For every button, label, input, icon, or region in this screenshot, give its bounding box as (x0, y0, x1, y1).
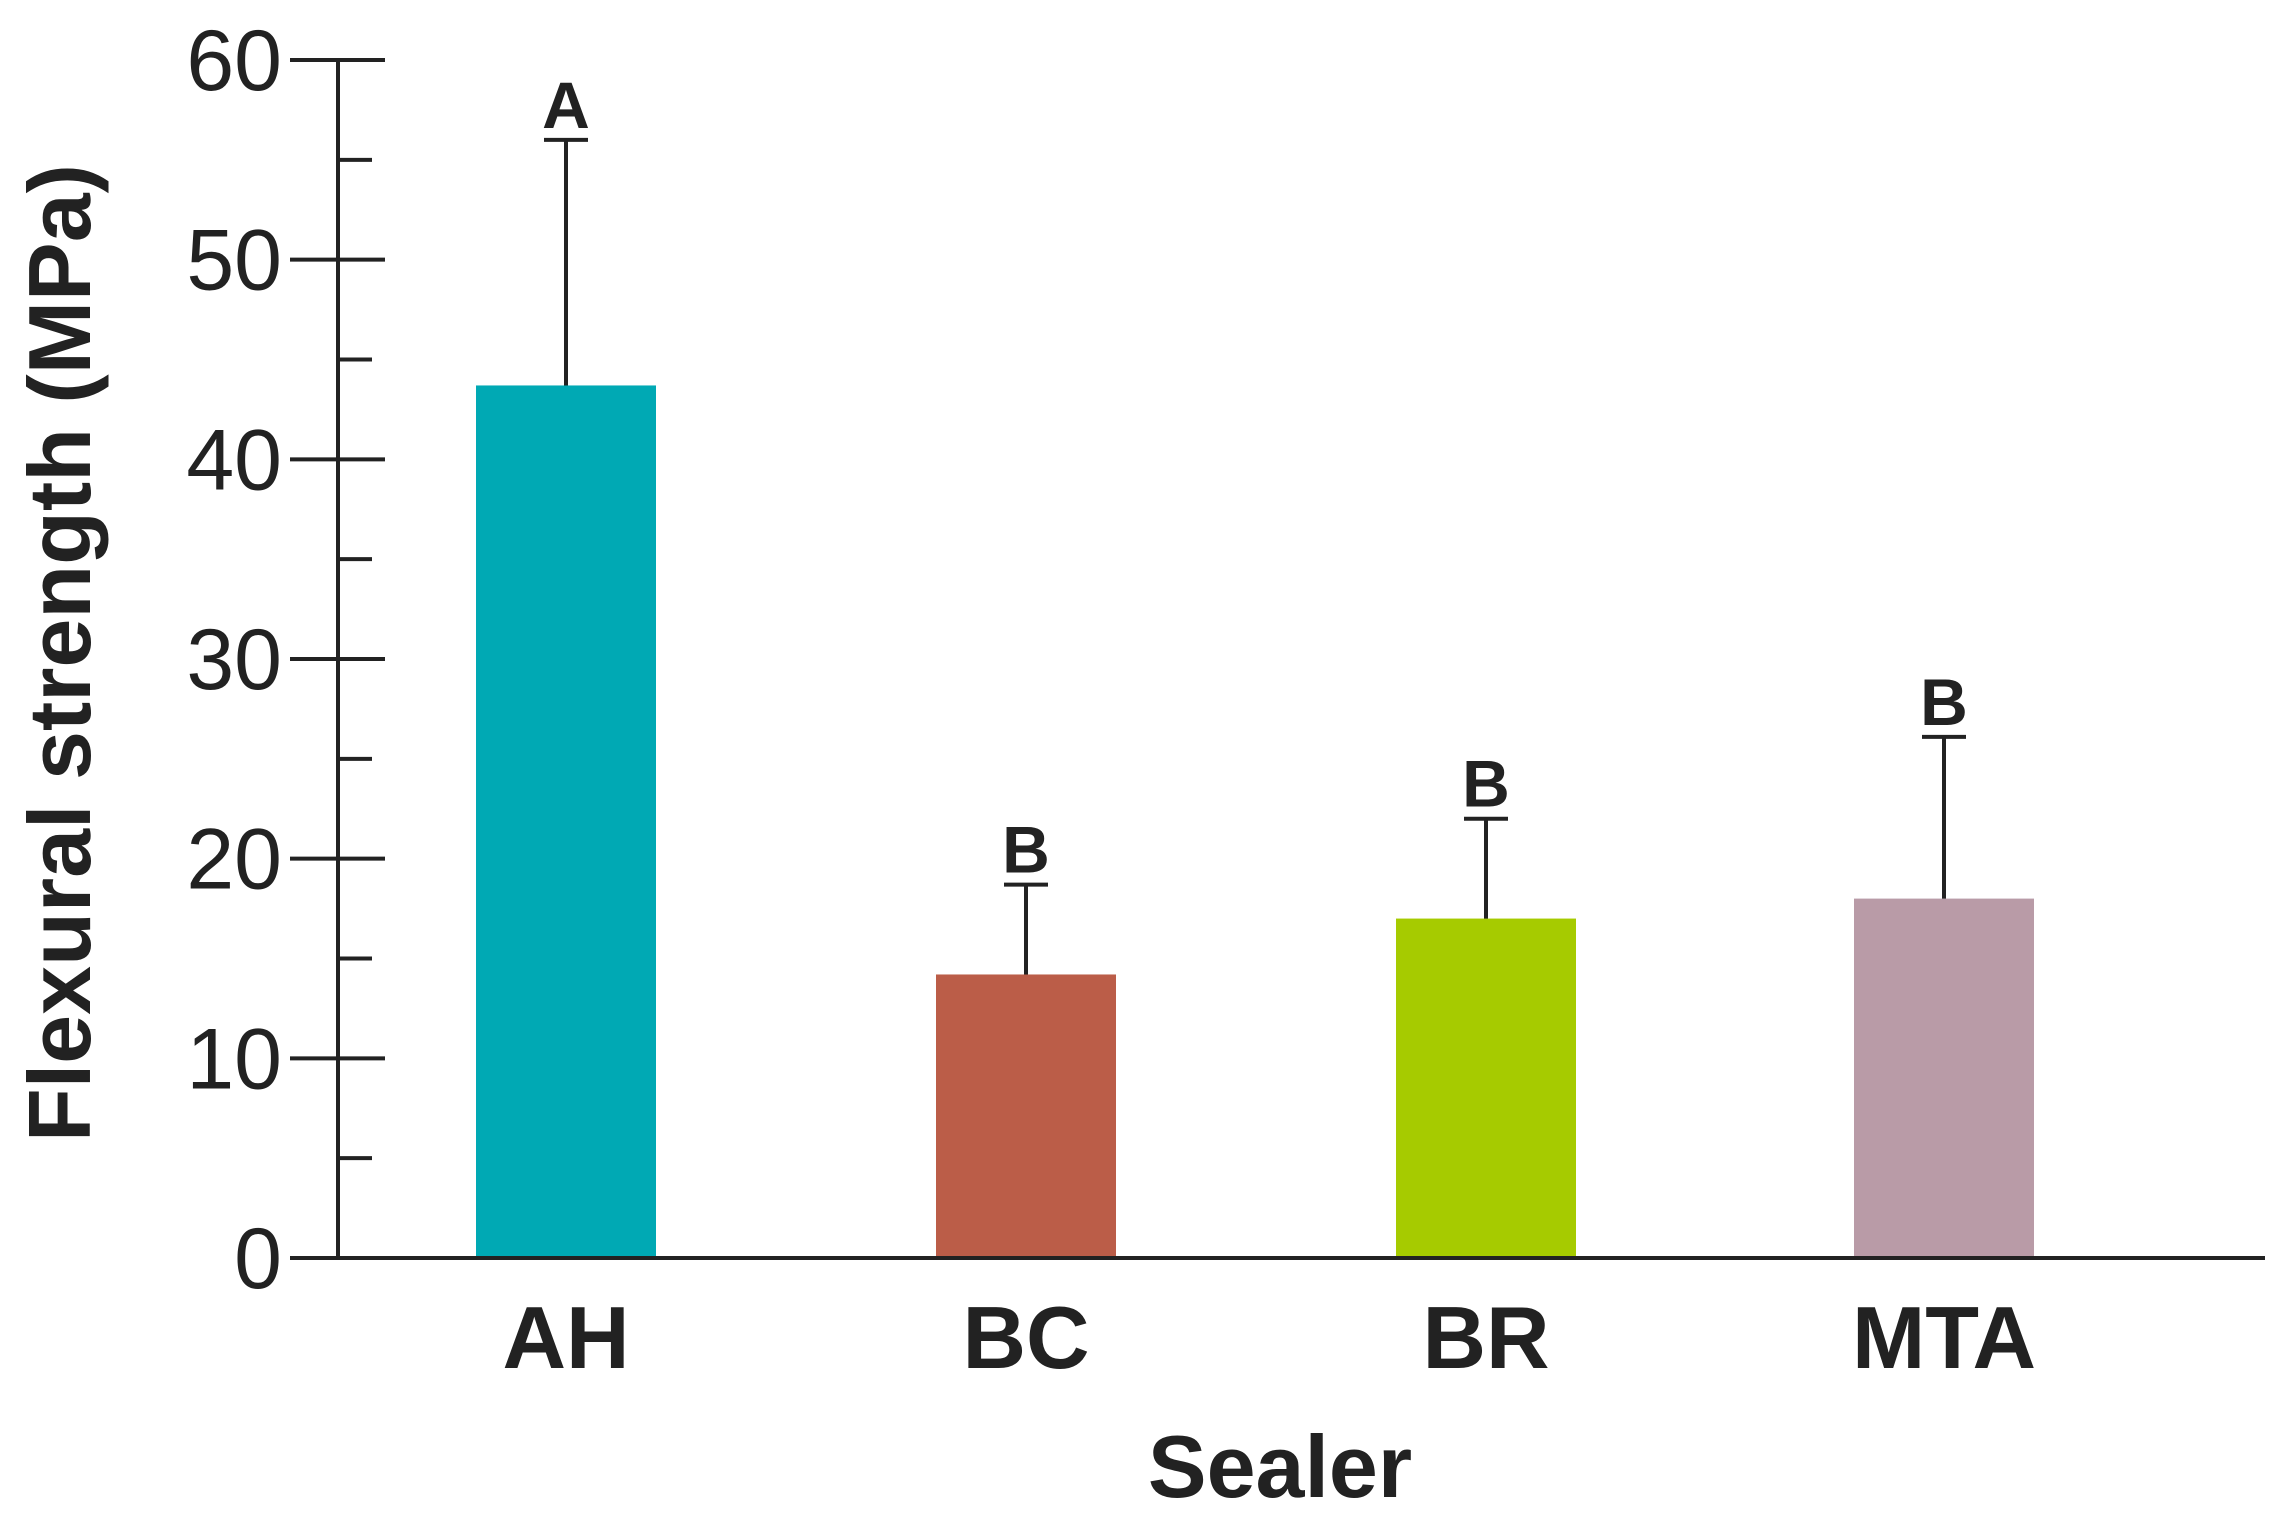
significance-label-br: B (1462, 747, 1510, 821)
bar-mta (1854, 898, 2034, 1258)
y-tick-label: 30 (186, 612, 282, 708)
x-tick-label-mta: MTA (1852, 1288, 2036, 1387)
y-tick-label: 60 (186, 13, 282, 109)
labels-layer: A AH B BC B BR B MTA (502, 68, 2036, 1387)
y-tick-label: 40 (186, 412, 282, 508)
y-ticks-layer: 0 10 20 30 40 50 60 (186, 13, 385, 1307)
bar-br (1396, 918, 1576, 1258)
y-tick-label: 10 (186, 1011, 282, 1107)
x-tick-label-br: BR (1422, 1288, 1549, 1387)
x-axis-title: Sealer (1148, 1417, 1412, 1516)
error-bars-layer (544, 137, 1966, 975)
bars-layer (476, 385, 2034, 1258)
significance-label-bc: B (1002, 813, 1050, 887)
y-axis-title: Flexural strength (MPa) (10, 164, 109, 1142)
bar-bc (936, 974, 1116, 1258)
y-tick-label: 0 (234, 1211, 282, 1307)
bar-ah (476, 385, 656, 1258)
x-tick-label-ah: AH (502, 1288, 629, 1387)
y-tick-label: 20 (186, 812, 282, 908)
y-tick-label: 50 (186, 213, 282, 309)
x-tick-label-bc: BC (962, 1288, 1089, 1387)
significance-label-ah: A (542, 68, 590, 142)
significance-label-mta: B (1920, 665, 1968, 739)
